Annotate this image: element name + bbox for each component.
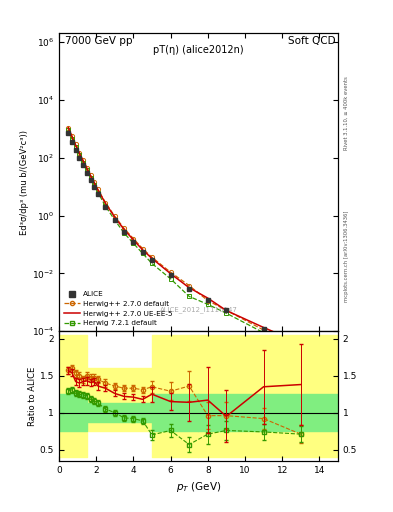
Y-axis label: Ed³σ/dp³ (mu b/(GeV²c³)): Ed³σ/dp³ (mu b/(GeV²c³)) (20, 130, 29, 235)
Text: pT(η) (alice2012n): pT(η) (alice2012n) (153, 45, 244, 55)
X-axis label: $p_T$ (GeV): $p_T$ (GeV) (176, 480, 221, 494)
Legend: ALICE, Herwig++ 2.7.0 default, Herwig++ 2.7.0 UE-EE-5, Herwig 7.2.1 default: ALICE, Herwig++ 2.7.0 default, Herwig++ … (62, 290, 174, 328)
Text: Soft QCD: Soft QCD (288, 36, 335, 46)
Text: ALICE_2012_I1116147: ALICE_2012_I1116147 (160, 307, 237, 313)
Text: mcplots.cern.ch [arXiv:1306.3436]: mcplots.cern.ch [arXiv:1306.3436] (344, 210, 349, 302)
Text: Rivet 3.1.10, ≥ 400k events: Rivet 3.1.10, ≥ 400k events (344, 76, 349, 150)
Text: 7000 GeV pp: 7000 GeV pp (64, 36, 132, 46)
Y-axis label: Ratio to ALICE: Ratio to ALICE (28, 367, 37, 425)
